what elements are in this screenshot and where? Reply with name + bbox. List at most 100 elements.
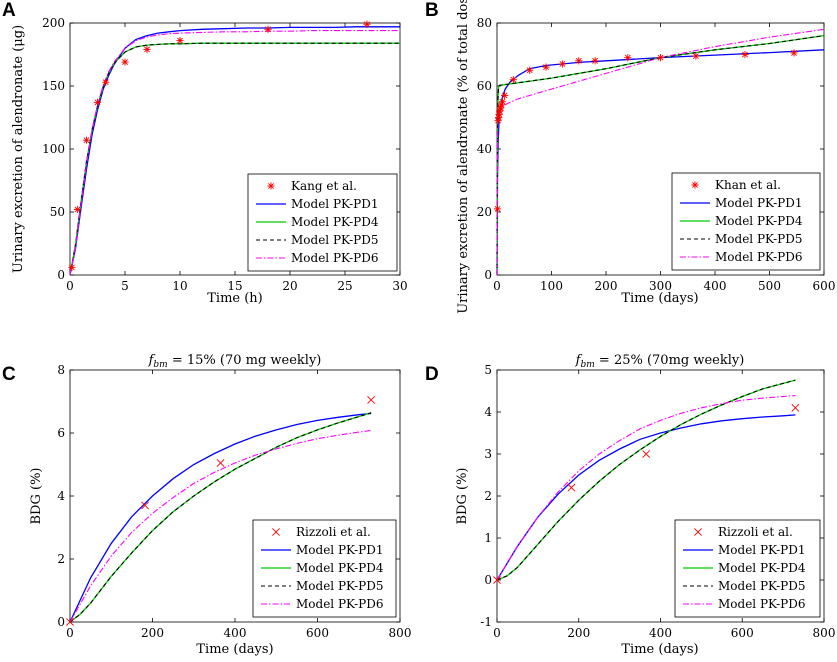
series-line-d-4 bbox=[496, 395, 796, 581]
legend-marker-c bbox=[272, 528, 280, 536]
x-tick-label-a: 25 bbox=[337, 279, 352, 293]
x-tick-label-b: 100 bbox=[540, 279, 563, 293]
y-axis-label-b: Urinary excretion of alendronate (% of t… bbox=[456, 0, 471, 314]
x-tick-label-a: 10 bbox=[172, 279, 187, 293]
x-tick-label-c: 400 bbox=[224, 626, 247, 640]
series-line-b-4 bbox=[496, 28, 825, 276]
legend-label-d: Rizzoli et al. bbox=[718, 525, 793, 539]
observed-point-b bbox=[542, 63, 550, 71]
observed-point-a bbox=[82, 136, 91, 144]
series-group-a bbox=[69, 26, 400, 276]
series-line-d-1 bbox=[496, 414, 796, 581]
x-tick-label-b: 300 bbox=[649, 279, 672, 293]
observed-point-c bbox=[141, 501, 149, 510]
series-group-b bbox=[496, 28, 825, 276]
legend-label-a: Kang et al. bbox=[291, 179, 357, 193]
observed-point-a bbox=[176, 37, 184, 45]
legend-label-c: Rizzoli et al. bbox=[296, 525, 371, 539]
observed-point-a bbox=[121, 58, 129, 66]
y-tick-label-d: 0 bbox=[484, 573, 492, 587]
y-tick-label-b: 0 bbox=[484, 268, 492, 282]
legend-marker-b bbox=[691, 181, 699, 189]
observed-point-b bbox=[526, 66, 534, 74]
series-line-d-3 bbox=[496, 379, 796, 581]
x-tick-label-b: 0 bbox=[493, 279, 501, 293]
y-tick-label-a: 150 bbox=[42, 79, 65, 93]
legend-label-a: Model PK-PD1 bbox=[291, 197, 379, 211]
legend-label-c: Model PK-PD5 bbox=[296, 579, 384, 593]
observed-point-a bbox=[73, 205, 81, 214]
x-tick-label-d: 0 bbox=[493, 626, 501, 640]
legend-label-a: Model PK-PD6 bbox=[291, 251, 379, 265]
panel-label-a: A bbox=[2, 0, 16, 21]
y-tick-label-c: 2 bbox=[57, 552, 65, 566]
legend-a: Kang et al. Model PK-PD1 Model PK-PD4 Model… bbox=[247, 173, 398, 272]
observed-point-b bbox=[656, 54, 665, 62]
legend-label-b: Model PK-PD5 bbox=[715, 232, 803, 246]
legend-label-a: Model PK-PD4 bbox=[291, 215, 379, 229]
y-tick-label-a: 200 bbox=[42, 16, 65, 30]
x-tick-label-a: 20 bbox=[282, 279, 297, 293]
x-tick-label-d: 400 bbox=[649, 626, 672, 640]
x-tick-label-a: 15 bbox=[227, 279, 242, 293]
y-tick-label-b: 60 bbox=[477, 79, 492, 93]
observed-point-a bbox=[143, 45, 151, 54]
observed-points-d bbox=[493, 403, 800, 584]
legend-label-b: Model PK-PD6 bbox=[715, 250, 803, 264]
observed-point-a bbox=[264, 25, 272, 33]
observed-point-b bbox=[575, 57, 583, 65]
legend-label-c: Model PK-PD6 bbox=[296, 597, 384, 611]
observed-point-a bbox=[363, 20, 371, 28]
x-tick-label-c: 200 bbox=[141, 626, 164, 640]
x-tick-label-d: 600 bbox=[731, 626, 754, 640]
series-group-c bbox=[69, 412, 372, 623]
panel-label-d: D bbox=[425, 364, 439, 385]
x-tick-label-c: 0 bbox=[66, 626, 74, 640]
y-tick-label-d: 5 bbox=[484, 363, 492, 377]
x-axis-label-c: Time (days) bbox=[196, 642, 273, 657]
y-axis-label-c: BDG (%) bbox=[29, 468, 44, 525]
series-line-c-1 bbox=[69, 412, 372, 623]
legend-label-c: Model PK-PD4 bbox=[296, 561, 384, 575]
legend-marker-a bbox=[267, 182, 275, 190]
y-tick-label-d: 3 bbox=[484, 447, 492, 461]
panel-label-c: C bbox=[2, 364, 16, 385]
panel-b: B 0 100 200 300 400 500 600 0 20 40 60 80 Time (day… bbox=[425, 0, 835, 314]
y-tick-label-d: 2 bbox=[484, 489, 492, 503]
legend-label-b: Model PK-PD4 bbox=[715, 214, 803, 228]
x-axis-label-d: Time (days) bbox=[621, 642, 698, 657]
series-line-b-1 bbox=[496, 49, 825, 276]
legend-label-c: Model PK-PD1 bbox=[296, 543, 384, 557]
observed-point-c bbox=[216, 459, 225, 467]
x-tick-label-b: 600 bbox=[813, 279, 836, 293]
observed-point-b bbox=[509, 76, 517, 84]
observed-points-b bbox=[493, 49, 798, 213]
y-tick-label-d: -1 bbox=[480, 615, 492, 629]
observed-point-b bbox=[591, 57, 599, 65]
panel-a: A 0 5 10 15 20 25 30 0 50 100 150 200 Time (h) Urin… bbox=[2, 0, 408, 306]
y-tick-label-c: 0 bbox=[57, 615, 65, 629]
x-tick-label-c: 600 bbox=[306, 626, 329, 640]
axis-ticks-a: 0 5 10 15 20 25 30 0 50 100 150 200 bbox=[42, 16, 408, 293]
observed-point-d bbox=[567, 483, 576, 492]
observed-point-b bbox=[493, 205, 502, 213]
y-tick-label-a: 100 bbox=[42, 142, 65, 156]
y-tick-label-c: 8 bbox=[57, 363, 65, 377]
observed-point-d bbox=[493, 576, 501, 584]
chart-title-c: fbm = 15% (70 mg weekly) bbox=[148, 353, 322, 370]
x-tick-label-a: 30 bbox=[392, 279, 407, 293]
observed-point-b bbox=[692, 52, 700, 60]
y-tick-label-b: 20 bbox=[477, 205, 492, 219]
observed-point-d bbox=[791, 403, 800, 412]
observed-point-c bbox=[367, 396, 376, 404]
x-tick-label-d: 800 bbox=[813, 626, 836, 640]
observed-point-b bbox=[790, 49, 798, 57]
series-line-c-4 bbox=[69, 429, 372, 623]
legend-label-d: Model PK-PD6 bbox=[718, 597, 806, 611]
y-tick-label-c: 6 bbox=[57, 426, 65, 440]
y-tick-label-d: 4 bbox=[484, 405, 492, 419]
y-tick-label-b: 40 bbox=[477, 142, 492, 156]
y-axis-label-d: BDG (%) bbox=[455, 468, 470, 525]
observed-point-b bbox=[741, 50, 749, 59]
